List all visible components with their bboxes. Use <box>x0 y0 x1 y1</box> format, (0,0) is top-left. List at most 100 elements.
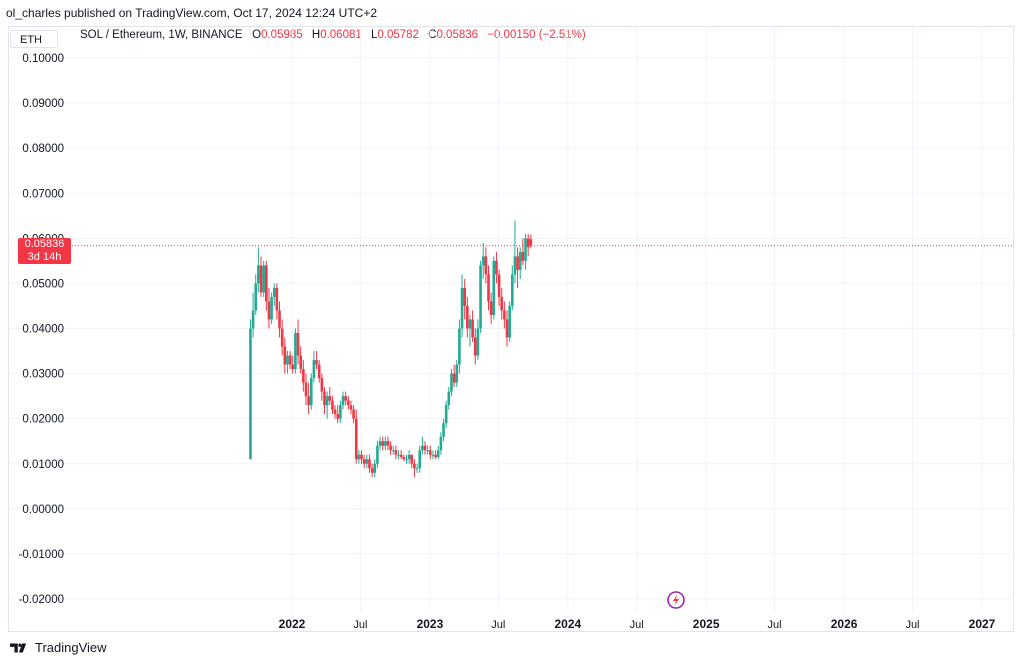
y-tick-label: 0.05000 <box>22 278 64 290</box>
candle <box>436 445 440 460</box>
candle <box>405 454 408 464</box>
candle <box>455 360 459 388</box>
y-axis-ticks: 0.100000.090000.080000.070000.060000.050… <box>19 53 64 606</box>
x-tick-label: Jul <box>353 619 367 631</box>
candle <box>389 441 392 455</box>
candle <box>344 391 347 406</box>
candle <box>331 396 334 415</box>
y-tick-label: 0.09000 <box>22 98 64 110</box>
candle <box>426 445 429 455</box>
candle <box>333 405 337 419</box>
x-tick-label: 2027 <box>969 617 996 631</box>
candle <box>431 450 435 460</box>
candle <box>309 373 313 410</box>
y-tick-label: 0.10000 <box>22 53 64 65</box>
candle <box>518 247 522 279</box>
candle <box>492 256 496 320</box>
candle <box>249 319 252 460</box>
candle <box>386 436 390 451</box>
candle <box>439 432 443 455</box>
candle <box>299 346 302 374</box>
candle <box>484 247 488 284</box>
y-tick-label: 0.08000 <box>22 143 64 155</box>
candle <box>323 387 326 415</box>
candle <box>434 450 437 460</box>
candle <box>473 328 477 365</box>
candle <box>370 463 374 478</box>
candle <box>463 278 466 320</box>
candle <box>294 328 297 374</box>
candle <box>410 454 414 469</box>
candle <box>373 459 377 478</box>
candle <box>391 445 395 455</box>
x-tick-label: Jul <box>905 619 919 631</box>
legend-low: 0.05782 <box>377 29 419 41</box>
candle <box>450 369 453 397</box>
candle <box>304 373 308 406</box>
legend-high: 0.06081 <box>320 29 362 41</box>
candle <box>476 319 480 361</box>
publisher-header: ol_charles published on TradingView.com,… <box>6 6 378 20</box>
y-tick-label: 0.00000 <box>22 504 64 516</box>
candle <box>270 292 273 324</box>
candle <box>415 463 419 473</box>
footer-brand[interactable]: TradingView <box>10 640 107 655</box>
candle <box>500 287 504 320</box>
candle <box>521 238 525 266</box>
candle <box>384 436 387 451</box>
candle <box>267 287 271 329</box>
candle <box>302 360 305 392</box>
y-tick-label: 0.03000 <box>22 369 64 381</box>
candle <box>296 319 300 365</box>
candle <box>272 283 276 306</box>
x-tick-label: 2026 <box>831 617 858 631</box>
candle <box>362 454 366 469</box>
candle <box>508 301 511 343</box>
grid-lines <box>9 27 1014 612</box>
candle <box>341 391 345 410</box>
x-tick-label: Jul <box>491 619 505 631</box>
candle <box>312 351 316 383</box>
candle <box>460 274 464 338</box>
candle <box>317 360 321 383</box>
candle <box>466 296 469 338</box>
candle <box>347 396 350 410</box>
candle <box>352 405 355 424</box>
candle <box>283 337 287 374</box>
candle <box>497 269 501 306</box>
legend-change: −0.00150 (−2.51%) <box>487 29 586 41</box>
candle <box>489 292 493 324</box>
candle <box>365 454 369 469</box>
y-tick-label: 0.01000 <box>22 459 64 471</box>
y-tick-label: 0.04000 <box>22 324 64 336</box>
legend-close: 0.05836 <box>436 29 479 41</box>
candle <box>429 445 432 460</box>
legend-l-label: L <box>370 29 378 41</box>
x-tick-label: 2024 <box>554 617 581 631</box>
footer-brand-label: TradingView <box>35 640 107 655</box>
candle <box>423 441 427 455</box>
candle <box>468 314 472 347</box>
y-tick-label: -0.01000 <box>19 549 64 561</box>
candle <box>397 450 400 460</box>
legend-o-label: O <box>252 29 262 41</box>
symbol-tab[interactable]: ETH <box>10 30 58 48</box>
last-price-value: 0.05836 <box>24 238 65 250</box>
legend-title: SOL / Ethereum, 1W, BINANCE <box>80 29 243 41</box>
candle <box>360 450 363 464</box>
candles <box>249 220 533 478</box>
candle <box>259 256 263 297</box>
candle <box>481 242 485 279</box>
candle <box>487 265 490 311</box>
candle <box>421 436 424 455</box>
candle <box>354 409 358 464</box>
candle <box>458 319 461 374</box>
last-price-label: 0.05836 3d 14h <box>18 238 71 264</box>
candle <box>402 454 406 462</box>
candle <box>251 292 255 338</box>
candle <box>444 400 448 428</box>
x-tick-label: Jul <box>768 619 782 631</box>
candle <box>447 387 451 410</box>
candle <box>503 301 506 329</box>
